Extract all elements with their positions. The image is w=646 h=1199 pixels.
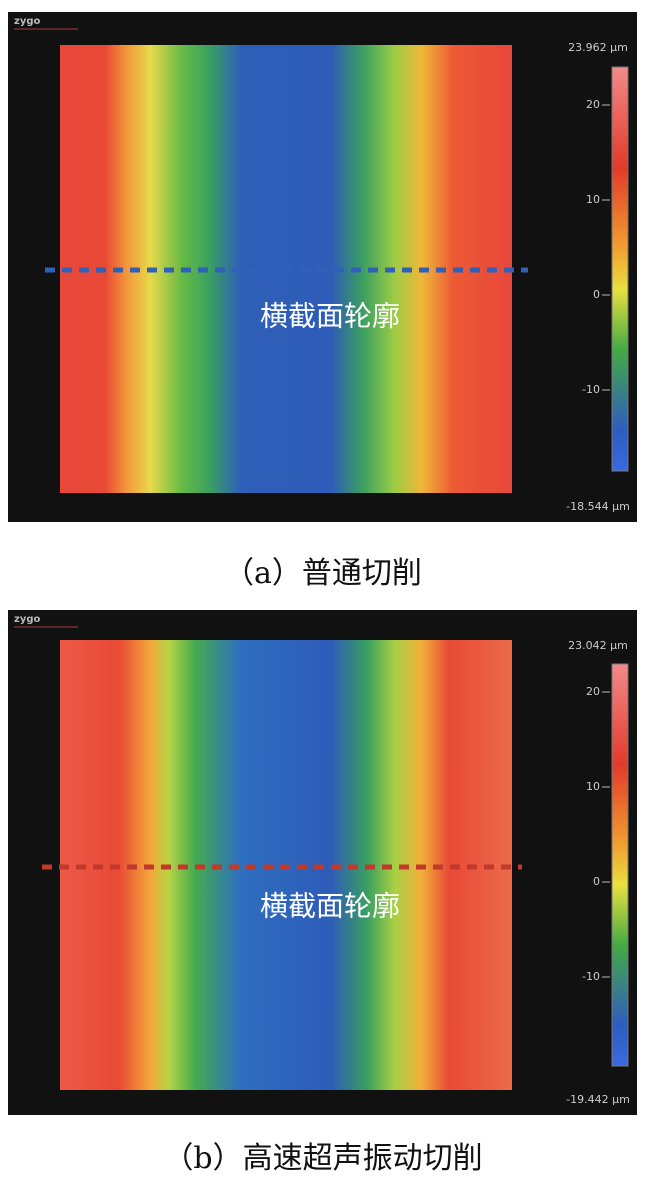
tick-label: -10 — [582, 383, 600, 396]
profile-label: 横截面轮廓 — [260, 300, 400, 333]
scale-min: -19.442 µm — [566, 1093, 630, 1106]
tick-label: 10 — [586, 780, 600, 793]
tick-label: 0 — [593, 875, 600, 888]
scale-max: 23.042 µm — [568, 639, 628, 652]
color-bar — [611, 66, 629, 472]
caption: （a）普通切削 — [224, 556, 422, 591]
logo: zygo — [14, 614, 40, 625]
tick-label: 0 — [593, 288, 600, 301]
scale-min: -18.544 µm — [566, 500, 630, 513]
caption: （b）高速超声振动切削 — [163, 1141, 482, 1176]
tick-label: 20 — [586, 685, 600, 698]
profile-label: 横截面轮廓 — [260, 890, 400, 923]
logo: zygo — [14, 16, 40, 27]
color-bar — [611, 663, 629, 1067]
tick-label: 20 — [586, 98, 600, 111]
scale-max: 23.962 µm — [568, 41, 628, 54]
tick-label: 10 — [586, 193, 600, 206]
tick-label: -10 — [582, 970, 600, 983]
